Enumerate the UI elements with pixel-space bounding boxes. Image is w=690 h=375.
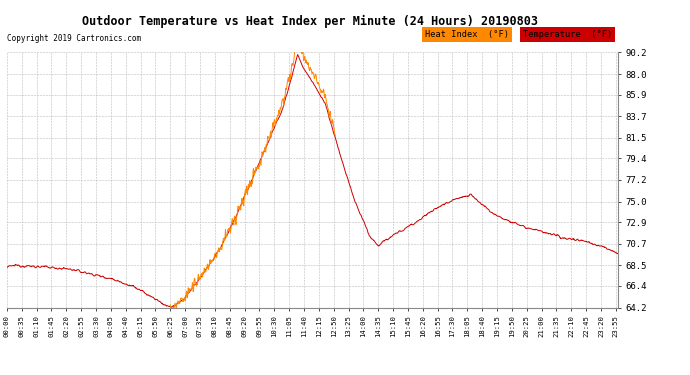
Text: Outdoor Temperature vs Heat Index per Minute (24 Hours) 20190803: Outdoor Temperature vs Heat Index per Mi…	[83, 15, 538, 28]
Text: Heat Index  (°F): Heat Index (°F)	[425, 30, 509, 39]
Text: Copyright 2019 Cartronics.com: Copyright 2019 Cartronics.com	[7, 34, 141, 43]
Text: Temperature  (°F): Temperature (°F)	[523, 30, 612, 39]
